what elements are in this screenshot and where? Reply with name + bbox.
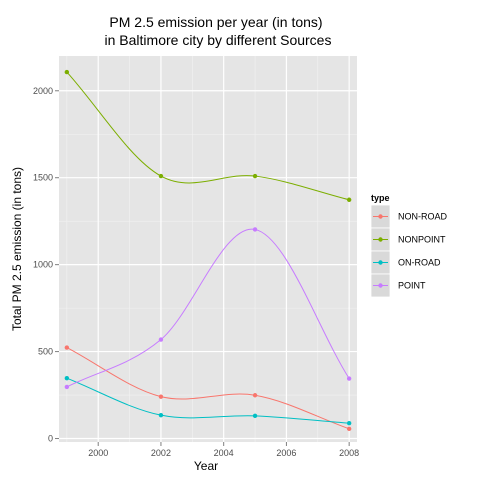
x-tick-label: 2002 <box>151 448 171 458</box>
x-tick-label: 2000 <box>88 448 108 458</box>
data-point-on-road <box>252 413 258 419</box>
legend-label-on-road: ON-ROAD <box>398 258 441 268</box>
legend-label-point: POINT <box>398 281 426 291</box>
data-point-nonpoint <box>64 69 70 75</box>
y-tick-label: 0 <box>48 434 53 444</box>
data-point-on-road <box>64 376 70 381</box>
data-point-point <box>346 376 352 381</box>
data-point-nonpoint <box>158 173 164 179</box>
data-point-non-road <box>64 345 70 350</box>
data-point-point <box>158 337 164 342</box>
data-point-non-road <box>158 394 164 399</box>
chart-title-line-1: PM 2.5 emission per year (in tons) <box>109 14 322 30</box>
y-tick-label: 2000 <box>33 86 53 96</box>
series-points <box>64 69 352 432</box>
series-line-non-road <box>66 347 350 430</box>
series-line-on-road <box>66 377 350 424</box>
x-axis-title: Year <box>194 459 218 473</box>
series-line-point <box>66 228 350 388</box>
legend-label-nonpoint: NONPOINT <box>398 235 446 245</box>
data-point-point <box>64 384 70 390</box>
legend-point-point <box>378 283 383 288</box>
legend-point-non-road <box>378 214 383 219</box>
y-tick-label: 500 <box>38 347 53 357</box>
series-lines <box>66 71 350 430</box>
x-tick-label: 2006 <box>276 448 296 458</box>
data-point-nonpoint <box>346 197 352 202</box>
y-axis-title: Total PM 2.5 emission (in tons) <box>10 167 24 331</box>
series-line-nonpoint <box>66 71 350 201</box>
data-point-on-road <box>346 420 352 426</box>
data-point-non-road <box>252 393 258 398</box>
legend-point-nonpoint <box>378 237 383 242</box>
grid-minor <box>59 56 357 442</box>
chart-title-line-2: in Baltimore city by different Sources <box>105 32 332 48</box>
y-axis-ticks: 0 500 1000 1500 2000 <box>33 86 59 444</box>
plot-panel <box>59 56 357 442</box>
legend-label-non-road: NON-ROAD <box>398 212 447 222</box>
legend-point-on-road <box>378 260 383 265</box>
x-tick-label: 2008 <box>339 448 359 458</box>
data-point-non-road <box>346 426 352 432</box>
data-point-nonpoint <box>252 173 258 179</box>
y-tick-label: 1000 <box>33 260 53 270</box>
legend-title: type <box>371 193 390 203</box>
data-point-on-road <box>158 412 164 418</box>
data-point-point <box>252 227 258 232</box>
legend: type NON-ROAD NONPOINT ON-ROAD POINT <box>370 193 447 298</box>
x-tick-label: 2004 <box>214 448 234 458</box>
y-tick-label: 1500 <box>33 173 53 183</box>
x-axis-ticks: 2000 2002 2004 2006 2008 <box>88 442 359 458</box>
